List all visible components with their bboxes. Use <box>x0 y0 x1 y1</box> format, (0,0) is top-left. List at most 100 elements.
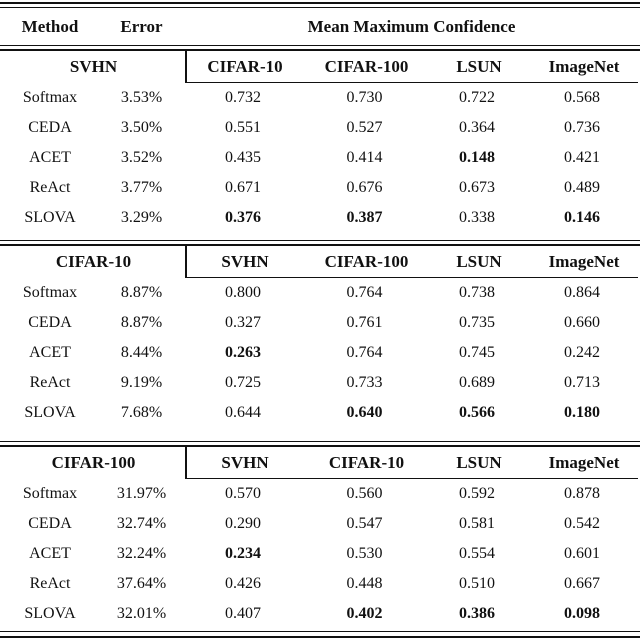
confidence-value-cell: 0.148 <box>459 149 495 166</box>
header-mean-maximum-confidence: Mean Maximum Confidence <box>307 16 516 36</box>
confidence-value-cell: 0.761 <box>346 314 383 331</box>
confidence-value-cell: 0.730 <box>346 89 383 106</box>
method-cell: CEDA <box>28 515 72 532</box>
confidence-value-cell: 0.560 <box>346 485 383 502</box>
confidence-value-cell: 0.864 <box>564 284 600 301</box>
confidence-value-cell: 0.671 <box>225 179 261 196</box>
confidence-value-cell: 0.489 <box>564 179 600 196</box>
error-cell: 3.77% <box>120 179 163 196</box>
confidence-value-cell: 0.364 <box>459 119 495 136</box>
error-cell: 9.19% <box>120 374 163 391</box>
confidence-value-cell: 0.542 <box>564 515 600 532</box>
confidence-value-cell: 0.435 <box>225 149 261 166</box>
confidence-value-cell: 0.732 <box>225 89 261 106</box>
ood-column-header: SVHN <box>221 452 269 472</box>
error-cell: 7.68% <box>120 404 163 421</box>
ood-column-header: CIFAR-100 <box>324 251 409 271</box>
table-row: ACET 8.44% 0.263 0.764 0.745 0.242 <box>0 338 640 368</box>
confidence-value-cell: 0.234 <box>225 545 261 562</box>
confidence-value-cell: 0.644 <box>225 404 261 421</box>
error-cell: 32.01% <box>116 605 167 622</box>
ood-column-header: CIFAR-100 <box>324 56 409 76</box>
method-cell: ReAct <box>29 179 71 196</box>
confidence-value-cell: 0.738 <box>459 284 495 301</box>
section-divider-rule <box>0 441 640 447</box>
method-cell: Softmax <box>22 89 78 106</box>
table-section: CIFAR-10 SVHN CIFAR-100 LSUN ImageNet Softmax… <box>0 246 640 441</box>
ood-header-group: SVHN CIFAR-10 LSUN ImageNet <box>185 447 638 479</box>
method-cell: SLOVA <box>24 209 76 226</box>
table-section: CIFAR-100 SVHN CIFAR-10 LSUN ImageNet Softmax… <box>0 447 640 631</box>
confidence-value-cell: 0.676 <box>346 179 383 196</box>
error-cell: 3.29% <box>120 209 163 226</box>
section-subheader-row: CIFAR-100 SVHN CIFAR-10 LSUN ImageNet <box>0 447 640 479</box>
confidence-value-cell: 0.386 <box>459 605 495 622</box>
confidence-value-cell: 0.736 <box>564 119 600 136</box>
confidence-value-cell: 0.527 <box>346 119 383 136</box>
confidence-value-cell: 0.570 <box>225 485 261 502</box>
confidence-value-cell: 0.414 <box>346 149 383 166</box>
ood-column-header: CIFAR-10 <box>207 56 283 76</box>
table-row: Softmax 3.53% 0.732 0.730 0.722 0.568 <box>0 83 640 113</box>
confidence-value-cell: 0.733 <box>346 374 383 391</box>
table-row: CEDA 32.74% 0.290 0.547 0.581 0.542 <box>0 509 640 539</box>
error-cell: 31.97% <box>116 485 167 502</box>
table-bottom-rule <box>0 631 640 638</box>
ood-column-header: CIFAR-10 <box>328 452 405 472</box>
confidence-value-cell: 0.725 <box>225 374 261 391</box>
confidence-value-cell: 0.387 <box>346 209 383 226</box>
ood-column-header: LSUN <box>456 452 502 472</box>
confidence-value-cell: 0.764 <box>346 344 383 361</box>
confidence-value-cell: 0.713 <box>564 374 600 391</box>
table-header-row: Method Error Mean Maximum Confidence <box>0 8 640 45</box>
confidence-value-cell: 0.530 <box>346 545 383 562</box>
in-distribution-dataset-label: CIFAR-100 <box>51 453 136 472</box>
ood-header-group: SVHN CIFAR-100 LSUN ImageNet <box>185 246 638 278</box>
confidence-value-cell: 0.878 <box>564 485 600 502</box>
error-cell: 3.53% <box>120 89 163 106</box>
confidence-value-cell: 0.547 <box>346 515 383 532</box>
confidence-value-cell: 0.421 <box>564 149 600 166</box>
error-cell: 8.44% <box>120 344 163 361</box>
method-cell: SLOVA <box>24 404 76 421</box>
confidence-value-cell: 0.554 <box>459 545 495 562</box>
in-distribution-dataset-label: SVHN <box>69 57 118 76</box>
confidence-value-cell: 0.402 <box>346 605 383 622</box>
confidence-value-cell: 0.581 <box>459 515 495 532</box>
confidence-value-cell: 0.667 <box>564 575 600 592</box>
table-row: SLOVA 3.29% 0.376 0.387 0.338 0.146 <box>0 203 640 233</box>
section-subheader-row: SVHN CIFAR-10 CIFAR-100 LSUN ImageNet <box>0 51 640 83</box>
confidence-value-cell: 0.426 <box>225 575 261 592</box>
confidence-value-cell: 0.673 <box>459 179 495 196</box>
method-cell: ReAct <box>29 575 71 592</box>
error-cell: 32.24% <box>116 545 167 562</box>
confidence-value-cell: 0.592 <box>459 485 495 502</box>
error-cell: 3.50% <box>120 119 163 136</box>
confidence-value-cell: 0.689 <box>459 374 495 391</box>
confidence-value-cell: 0.146 <box>564 209 600 226</box>
table-row: SLOVA 32.01% 0.407 0.402 0.386 0.098 <box>0 599 640 629</box>
confidence-value-cell: 0.566 <box>459 404 495 421</box>
confidence-value-cell: 0.722 <box>459 89 495 106</box>
ood-column-header: LSUN <box>456 251 502 271</box>
confidence-value-cell: 0.263 <box>225 344 261 361</box>
section-subheader-row: CIFAR-10 SVHN CIFAR-100 LSUN ImageNet <box>0 246 640 278</box>
method-cell: ReAct <box>29 374 71 391</box>
header-divider-rule <box>0 45 640 51</box>
table-row: SLOVA 7.68% 0.644 0.640 0.566 0.180 <box>0 398 640 428</box>
error-cell: 8.87% <box>120 314 163 331</box>
ood-column-header: ImageNet <box>548 56 620 76</box>
confidence-value-cell: 0.764 <box>346 284 383 301</box>
method-cell: ACET <box>29 545 71 562</box>
method-cell: ACET <box>29 344 71 361</box>
confidence-value-cell: 0.407 <box>225 605 261 622</box>
in-distribution-dataset-label: CIFAR-10 <box>55 252 132 271</box>
table-row: ACET 32.24% 0.234 0.530 0.554 0.601 <box>0 539 640 569</box>
method-cell: CEDA <box>28 119 72 136</box>
table-row: Softmax 31.97% 0.570 0.560 0.592 0.878 <box>0 479 640 509</box>
confidence-value-cell: 0.180 <box>564 404 600 421</box>
confidence-value-cell: 0.510 <box>459 575 495 592</box>
method-cell: ACET <box>29 149 71 166</box>
confidence-value-cell: 0.568 <box>564 89 600 106</box>
ood-column-header: ImageNet <box>548 251 620 271</box>
